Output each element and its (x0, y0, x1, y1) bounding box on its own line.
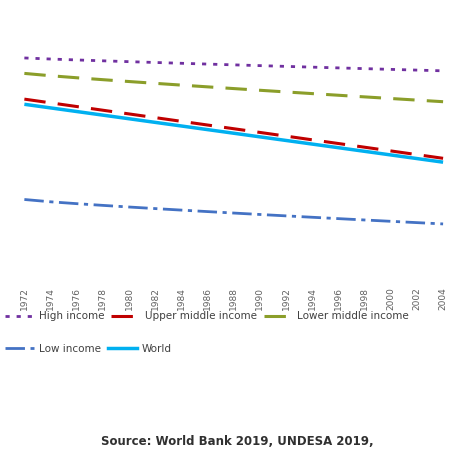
Text: Source: World Bank 2019, UNDESA 2019,: Source: World Bank 2019, UNDESA 2019, (100, 435, 374, 448)
Legend: Low income, World: Low income, World (5, 344, 171, 354)
